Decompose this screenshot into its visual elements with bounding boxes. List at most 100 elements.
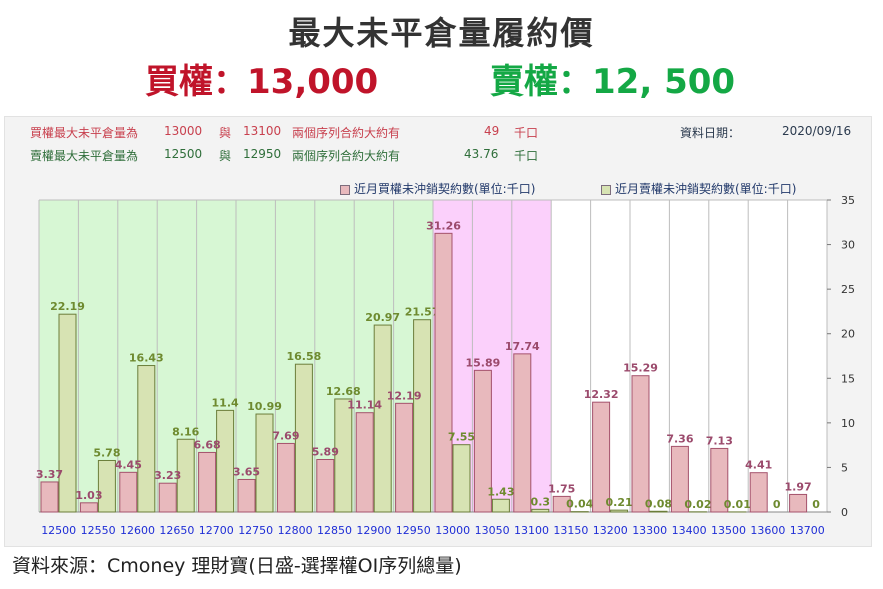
put-data-label: 21.57 [405,306,440,319]
put-info-label: 賣權最大未平倉量為 [30,149,139,163]
call-bar [592,401,611,513]
put-bar [373,324,392,513]
put-data-label: 10.99 [247,400,282,413]
put-bar [137,365,156,513]
call-bar [710,447,729,513]
x-tick-label: 13100 [514,524,549,537]
x-tick-label: 12950 [396,524,431,537]
call-info-strike-b: 13100 [243,124,282,138]
put-data-label: 0.08 [645,497,672,510]
put-info-desc: 兩個序列合約大約有 [292,149,401,163]
call-data-label: 12.19 [387,389,422,402]
legend-call-label: 近月買權未沖銷契約數(單位:千口) [354,182,536,196]
date-value: 2020/09/16 [782,124,852,138]
call-bar [276,442,295,513]
call-data-label: 3.23 [154,469,181,482]
put-bar [216,409,235,513]
call-bar [670,445,689,513]
put-bar [452,444,471,513]
call-bar [158,482,177,513]
call-bar [355,412,374,513]
x-tick-label: 13050 [475,524,510,537]
call-data-label: 4.41 [745,459,772,472]
date-label: 資料日期： [680,126,741,140]
call-data-label: 3.65 [233,465,260,478]
call-info-label: 買權最大未平倉量為 [30,126,139,140]
call-bar [513,353,532,513]
put-data-label: 8.16 [172,425,199,438]
call-info-unit: 千口 [514,126,539,140]
x-tick-label: 13400 [672,524,707,537]
x-tick-label: 13500 [711,524,746,537]
put-bar [610,509,629,513]
call-info-amount: 49 [484,124,500,138]
put-bar [531,508,550,513]
put-data-label: 5.78 [93,446,120,459]
put-info-strike-b: 12950 [243,147,282,161]
call-info-and: 與 [219,126,232,140]
y-tick-label: 25 [841,283,855,296]
call-bar [749,472,768,513]
put-data-label: 0.3 [531,495,551,508]
x-tick-label: 12900 [356,524,391,537]
put-bar [58,313,77,513]
x-tick-label: 12800 [278,524,313,537]
call-data-label: 12.32 [584,388,619,401]
x-tick-label: 13150 [553,524,588,537]
call-data-label: 3.37 [36,468,63,481]
put-info-unit: 千口 [514,149,539,163]
put-bar [255,413,274,513]
x-tick-label: 13700 [790,524,825,537]
put-data-label: 1.43 [487,485,514,498]
y-tick-label: 30 [841,239,855,252]
put-data-label: 22.19 [50,300,85,313]
call-bar [434,232,453,513]
call-bar [237,478,256,513]
call-data-label: 5.89 [312,445,339,458]
x-tick-label: 12750 [238,524,273,537]
call-data-label: 7.13 [706,434,733,447]
put-data-label: 0 [773,498,781,511]
put-data-label: 0 [812,498,820,511]
put-data-label: 0.04 [566,498,593,511]
call-info-desc: 兩個序列合約大約有 [292,126,401,140]
put-info-amount: 43.76 [464,147,499,161]
call-bar [119,471,138,513]
call-bar [40,481,59,513]
call-bar [631,375,650,513]
y-tick-label: 35 [841,194,855,207]
put-bar [491,498,510,513]
put-data-label: 16.43 [129,352,164,365]
put-data-label: 20.97 [365,311,400,324]
call-info-strike-a: 13000 [164,124,203,138]
call-data-label: 15.29 [623,362,658,375]
call-data-label: 7.36 [666,432,693,445]
x-tick-label: 12500 [41,524,76,537]
call-data-label: 6.68 [194,438,221,451]
put-bar [97,459,116,513]
call-bar [552,495,571,513]
y-tick-label: 10 [841,417,855,430]
chart-title: 最大未平倉量履約價 [288,14,595,52]
call-max-strike: 買權：13,000 [145,62,379,102]
put-data-label: 16.58 [287,350,322,363]
put-info-and: 與 [219,149,232,163]
call-data-label: 31.26 [426,219,461,232]
call-data-label: 1.75 [548,482,575,495]
call-data-label: 1.03 [75,489,102,502]
legend-call: 近月買權未沖銷契約數(單位:千口) [340,180,535,197]
put-info-strike-a: 12500 [164,147,203,161]
put-data-label: 12.68 [326,385,361,398]
y-tick-label: 5 [841,461,848,474]
data-source: 資料來源：Cmoney 理財寶(日盛-選擇權OI序列總量) [12,555,462,577]
legend-put-label: 近月賣權未沖銷契約數(單位:千口) [615,182,797,196]
y-tick-label: 15 [841,372,855,385]
put-data-label: 7.55 [448,431,475,444]
call-data-label: 7.69 [272,429,299,442]
put-data-label: 0.21 [606,496,633,509]
put-data-label: 11.4 [212,396,239,409]
x-tick-label: 13300 [632,524,667,537]
put-data-label: 0.01 [724,498,751,511]
call-bar [198,451,217,513]
x-tick-label: 12650 [159,524,194,537]
